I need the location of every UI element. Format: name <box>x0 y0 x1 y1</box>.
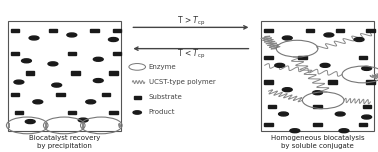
Circle shape <box>14 80 24 84</box>
Bar <box>68 52 76 55</box>
Text: T < $\mathit{T}_{\mathrm{cp}}$: T < $\mathit{T}_{\mathrm{cp}}$ <box>177 48 205 61</box>
Bar <box>11 93 19 96</box>
Circle shape <box>354 38 364 41</box>
Bar <box>264 56 273 59</box>
Circle shape <box>52 83 62 87</box>
Text: T > $\mathit{T}_{\mathrm{cp}}$: T > $\mathit{T}_{\mathrm{cp}}$ <box>177 15 205 28</box>
Text: Biocatalyst recovery
by precipitation: Biocatalyst recovery by precipitation <box>29 135 100 149</box>
Circle shape <box>290 129 300 133</box>
Bar <box>15 111 23 114</box>
Bar <box>264 123 273 126</box>
Text: Product: Product <box>149 109 175 116</box>
Circle shape <box>339 129 349 133</box>
Text: Substrate: Substrate <box>149 94 182 100</box>
Bar <box>11 29 19 32</box>
Circle shape <box>324 33 334 37</box>
Circle shape <box>275 63 285 67</box>
Bar <box>328 80 337 84</box>
Bar <box>359 56 367 59</box>
Bar <box>306 29 314 32</box>
Bar <box>363 105 371 108</box>
Circle shape <box>279 112 288 116</box>
Bar <box>261 21 374 131</box>
Circle shape <box>282 88 292 92</box>
Circle shape <box>313 91 322 95</box>
Circle shape <box>335 112 345 116</box>
Bar <box>313 123 322 126</box>
Circle shape <box>33 100 43 104</box>
Circle shape <box>25 120 35 124</box>
Circle shape <box>86 100 96 104</box>
Text: Enzyme: Enzyme <box>149 64 176 70</box>
Text: Homogeneous biocatalysis
by soluble conjugate: Homogeneous biocatalysis by soluble conj… <box>271 135 364 149</box>
Bar <box>26 71 34 75</box>
Bar <box>90 29 99 32</box>
Bar <box>56 93 65 96</box>
Bar <box>264 80 273 84</box>
Bar <box>313 105 322 108</box>
Circle shape <box>362 66 372 70</box>
Bar <box>336 29 344 32</box>
Bar <box>8 21 121 131</box>
Circle shape <box>22 59 31 63</box>
Bar <box>68 111 76 114</box>
Circle shape <box>67 33 77 37</box>
Bar <box>134 96 141 99</box>
Circle shape <box>282 36 292 40</box>
Circle shape <box>320 63 330 67</box>
Circle shape <box>93 79 103 83</box>
Bar <box>113 52 121 55</box>
Bar <box>298 56 307 59</box>
Bar <box>359 123 367 126</box>
Bar <box>109 71 118 75</box>
Circle shape <box>133 111 141 114</box>
Circle shape <box>93 57 103 61</box>
Bar <box>264 29 273 32</box>
Bar <box>109 111 118 114</box>
Circle shape <box>48 62 58 66</box>
Circle shape <box>29 36 39 40</box>
Bar <box>71 71 80 75</box>
Circle shape <box>362 115 372 119</box>
Bar <box>113 29 121 32</box>
Circle shape <box>78 118 88 122</box>
Bar <box>11 52 19 55</box>
Circle shape <box>108 38 118 41</box>
Bar <box>49 29 57 32</box>
Bar <box>366 29 375 32</box>
Bar <box>102 93 110 96</box>
Bar <box>268 105 276 108</box>
Text: UCST-type polymer: UCST-type polymer <box>149 79 215 85</box>
Bar <box>366 80 375 84</box>
